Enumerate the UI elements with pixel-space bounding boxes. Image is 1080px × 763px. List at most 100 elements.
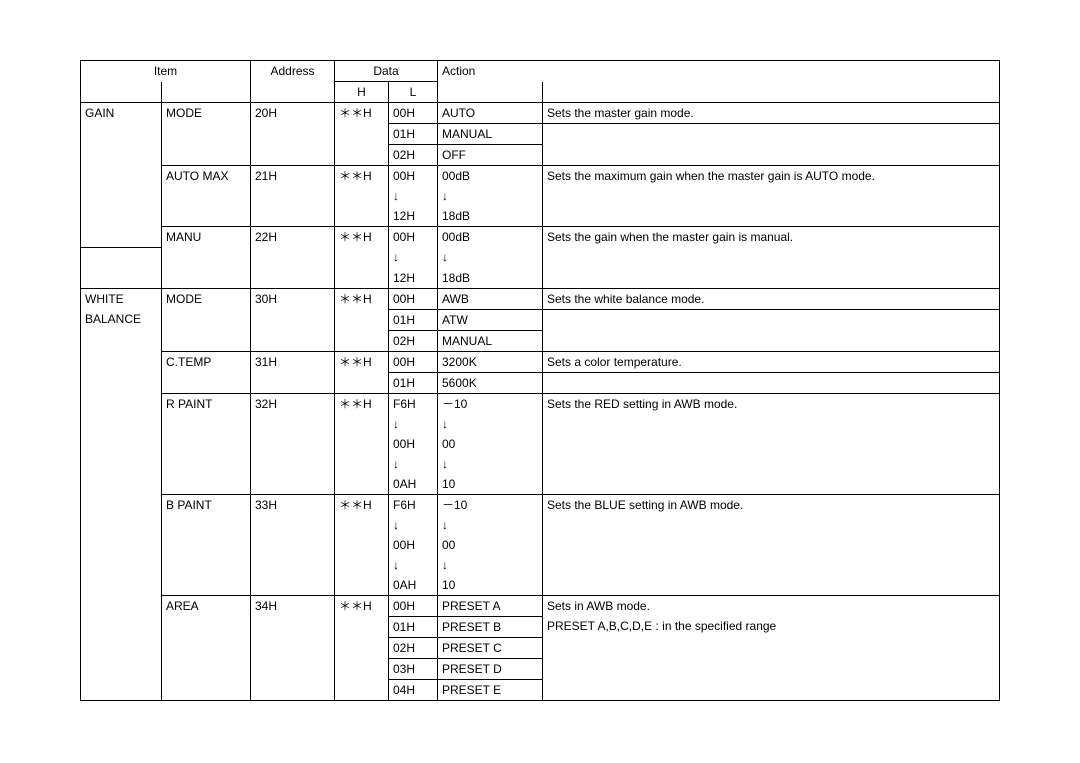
cell-data-h: ＊＊H bbox=[335, 595, 389, 616]
cell-action-value: PRESET D bbox=[438, 658, 543, 679]
cell-action-value: 5600K bbox=[438, 372, 543, 393]
cell-action-value: 10 bbox=[438, 575, 543, 596]
cell-data-h bbox=[335, 206, 389, 227]
cell-action-value: －10 bbox=[438, 494, 543, 515]
cell-action-desc: Sets the BLUE setting in AWB mode. bbox=[543, 494, 1000, 515]
cell-data-l: ↓ bbox=[389, 515, 438, 535]
cell-address bbox=[251, 206, 335, 227]
cell-address bbox=[251, 637, 335, 658]
cell-address bbox=[251, 616, 335, 637]
cell-address bbox=[251, 268, 335, 289]
cell-item2: B PAINT bbox=[162, 494, 251, 515]
cell-action-value: MANUAL bbox=[438, 124, 543, 145]
cell-data-h bbox=[335, 535, 389, 555]
cell-data-h bbox=[335, 474, 389, 495]
cell-data-l: ↓ bbox=[389, 414, 438, 434]
cell-item1: WHITE bbox=[81, 288, 162, 309]
header-data-l: L bbox=[389, 82, 438, 103]
cell-address: 31H bbox=[251, 351, 335, 372]
cell-action-desc bbox=[543, 515, 1000, 535]
cell-data-h bbox=[335, 145, 389, 166]
cell-action-value: PRESET C bbox=[438, 637, 543, 658]
cell-address bbox=[251, 535, 335, 555]
spec-table: ItemAddressDataActionHLGAINMODE20H＊＊H00H… bbox=[80, 60, 1000, 701]
cell-data-h bbox=[335, 186, 389, 206]
cell-address bbox=[251, 658, 335, 679]
cell-item2 bbox=[162, 535, 251, 555]
cell-data-l: 02H bbox=[389, 637, 438, 658]
cell-data-l: 00H bbox=[389, 595, 438, 616]
cell-address: 33H bbox=[251, 494, 335, 515]
cell-data-h bbox=[335, 658, 389, 679]
cell-data-l: 00H bbox=[389, 227, 438, 248]
cell-data-h bbox=[335, 515, 389, 535]
cell-data-l: ↓ bbox=[389, 454, 438, 474]
cell-data-l: 12H bbox=[389, 268, 438, 289]
cell-item2 bbox=[162, 515, 251, 535]
cell-data-l: 02H bbox=[389, 145, 438, 166]
cell-action-value: 00 bbox=[438, 535, 543, 555]
cell-action-value: 10 bbox=[438, 474, 543, 495]
cell-item1 bbox=[81, 227, 162, 248]
cell-action-desc: Sets the white balance mode. bbox=[543, 288, 1000, 309]
cell-data-h: ＊＊H bbox=[335, 103, 389, 124]
cell-data-l: 00H bbox=[389, 434, 438, 454]
cell-item2 bbox=[162, 124, 251, 145]
cell-action-value: ↓ bbox=[438, 555, 543, 575]
cell-data-l: F6H bbox=[389, 393, 438, 414]
cell-data-h: ＊＊H bbox=[335, 227, 389, 248]
cell-action-desc bbox=[543, 575, 1000, 596]
cell-item1 bbox=[81, 330, 162, 351]
cell-action-desc bbox=[543, 535, 1000, 555]
cell-item1 bbox=[81, 268, 162, 289]
cell-address bbox=[251, 124, 335, 145]
cell-action-value: 18dB bbox=[438, 206, 543, 227]
cell-data-l: 0AH bbox=[389, 575, 438, 596]
cell-item1: BALANCE bbox=[81, 309, 162, 330]
cell-action-value: AWB bbox=[438, 288, 543, 309]
cell-data-l: F6H bbox=[389, 494, 438, 515]
cell-item1 bbox=[81, 372, 162, 393]
cell-item1 bbox=[81, 186, 162, 206]
cell-data-h: ＊＊H bbox=[335, 494, 389, 515]
cell-action-value: ↓ bbox=[438, 186, 543, 206]
cell-item1 bbox=[81, 658, 162, 679]
header-address: Address bbox=[251, 61, 335, 82]
cell-item2 bbox=[162, 575, 251, 596]
cell-data-h: ＊＊H bbox=[335, 166, 389, 187]
cell-item2 bbox=[162, 414, 251, 434]
cell-action-desc: Sets a color temperature. bbox=[543, 351, 1000, 372]
cell-item1 bbox=[81, 515, 162, 535]
cell-item2 bbox=[162, 637, 251, 658]
cell-item2: MODE bbox=[162, 103, 251, 124]
cell-data-h: ＊＊H bbox=[335, 393, 389, 414]
cell-item1 bbox=[81, 637, 162, 658]
cell-address: 34H bbox=[251, 595, 335, 616]
cell-item1 bbox=[81, 555, 162, 575]
cell-action-desc bbox=[543, 186, 1000, 206]
cell-item2 bbox=[162, 434, 251, 454]
header-data: Data bbox=[335, 61, 438, 82]
cell-action-desc bbox=[543, 555, 1000, 575]
cell-item2 bbox=[162, 268, 251, 289]
header-action-sub2 bbox=[543, 82, 1000, 103]
cell-address: 20H bbox=[251, 103, 335, 124]
cell-item1 bbox=[81, 145, 162, 166]
cell-action-desc: Sets the maximum gain when the master ga… bbox=[543, 166, 1000, 187]
cell-address bbox=[251, 454, 335, 474]
cell-address bbox=[251, 414, 335, 434]
cell-data-l: 00H bbox=[389, 351, 438, 372]
cell-action-value: PRESET B bbox=[438, 616, 543, 637]
header-data-h: H bbox=[335, 82, 389, 103]
cell-data-l: 0AH bbox=[389, 474, 438, 495]
cell-address bbox=[251, 186, 335, 206]
cell-data-h bbox=[335, 309, 389, 330]
cell-address bbox=[251, 555, 335, 575]
cell-item2 bbox=[162, 330, 251, 351]
cell-action-desc: PRESET A,B,C,D,E : in the specified rang… bbox=[543, 616, 1000, 637]
cell-data-h bbox=[335, 330, 389, 351]
cell-action-value: ↓ bbox=[438, 515, 543, 535]
cell-item2 bbox=[162, 309, 251, 330]
cell-action-value: －10 bbox=[438, 393, 543, 414]
cell-item2 bbox=[162, 616, 251, 637]
